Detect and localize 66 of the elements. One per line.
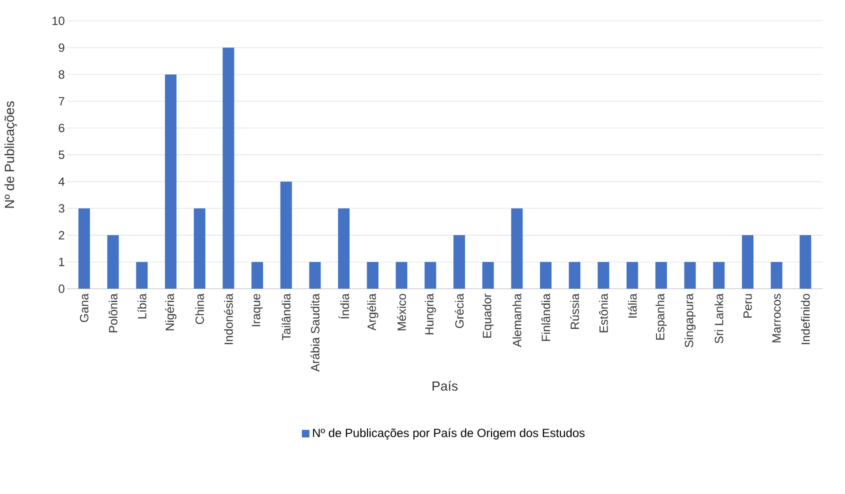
bar [770, 262, 782, 289]
legend-label: Nº de Publicações por País de Origem dos Estudos [313, 428, 585, 440]
y-tick-label: 3 [58, 204, 64, 212]
bar [194, 208, 206, 289]
bar [684, 262, 696, 289]
bar [511, 208, 523, 289]
x-tick-label: Grécia [454, 293, 464, 328]
x-tick-label: Itália [628, 293, 637, 318]
y-tick-label: 10 [52, 16, 64, 25]
y-tick-label: 6 [58, 124, 64, 132]
x-tick-label: México [397, 294, 406, 330]
y-axis-title: Nº de Publicações [4, 101, 17, 208]
x-tick-label: Argélia [367, 293, 378, 330]
bar [78, 208, 90, 289]
bar [540, 262, 552, 289]
bar [164, 74, 177, 289]
x-tick-label: Arábia Saudita [310, 293, 320, 372]
bar [136, 262, 148, 289]
x-tick-label: Estônia [599, 293, 608, 332]
bar [800, 235, 812, 289]
bar [713, 262, 725, 289]
bar [568, 262, 580, 289]
y-tick-label: 5 [58, 150, 64, 159]
bar [742, 235, 754, 289]
x-tick-label: Indonésia [224, 293, 233, 344]
x-tick-label: Iraque [252, 294, 263, 326]
x-tick-label: Líbia [137, 293, 146, 318]
x-tick-label: Singapura [684, 293, 696, 348]
x-tick-label: Nigéria [165, 293, 176, 330]
x-axis-title: País [432, 380, 458, 391]
bar [107, 235, 119, 289]
x-tick-label: Índia [338, 293, 350, 318]
bar [626, 262, 638, 289]
bar [252, 262, 264, 289]
y-tick-label: 4 [58, 177, 64, 186]
x-tick-label: Gana [80, 293, 88, 322]
bar [655, 262, 667, 289]
y-tick-label: 8 [58, 70, 64, 79]
y-tick-label: 0 [58, 284, 64, 293]
x-tick-label: China [195, 293, 204, 324]
x-tick-label: Indefinido [801, 294, 810, 344]
x-tick-label: Sri Lanka [714, 293, 724, 344]
bar [598, 262, 610, 289]
x-tick-label: Espanha [656, 293, 667, 340]
x-tick-label: Tailândia [282, 293, 291, 340]
y-tick-label: 7 [58, 96, 64, 106]
bar [280, 181, 292, 289]
x-tick-label: Rússia [570, 293, 580, 329]
bar [222, 48, 234, 289]
y-tick-label: 1 [59, 258, 64, 266]
bar [482, 262, 494, 289]
bar [309, 262, 321, 289]
x-tick-label: Hungria [424, 293, 436, 334]
x-tick-label: Finlândia [541, 293, 550, 341]
x-tick-label: Polônia [108, 293, 118, 332]
y-tick-label: 9 [58, 43, 64, 52]
y-tick-label: 2 [58, 230, 64, 240]
bar [396, 262, 408, 289]
bar [366, 262, 378, 289]
x-tick-label: Equador [482, 293, 494, 338]
x-tick-label: Alemanha [512, 293, 522, 348]
x-tick-label: Marrocos [772, 294, 781, 342]
bar [453, 235, 465, 289]
bar [424, 262, 436, 289]
x-tick-label: Peru [744, 294, 752, 318]
bar [338, 208, 350, 289]
